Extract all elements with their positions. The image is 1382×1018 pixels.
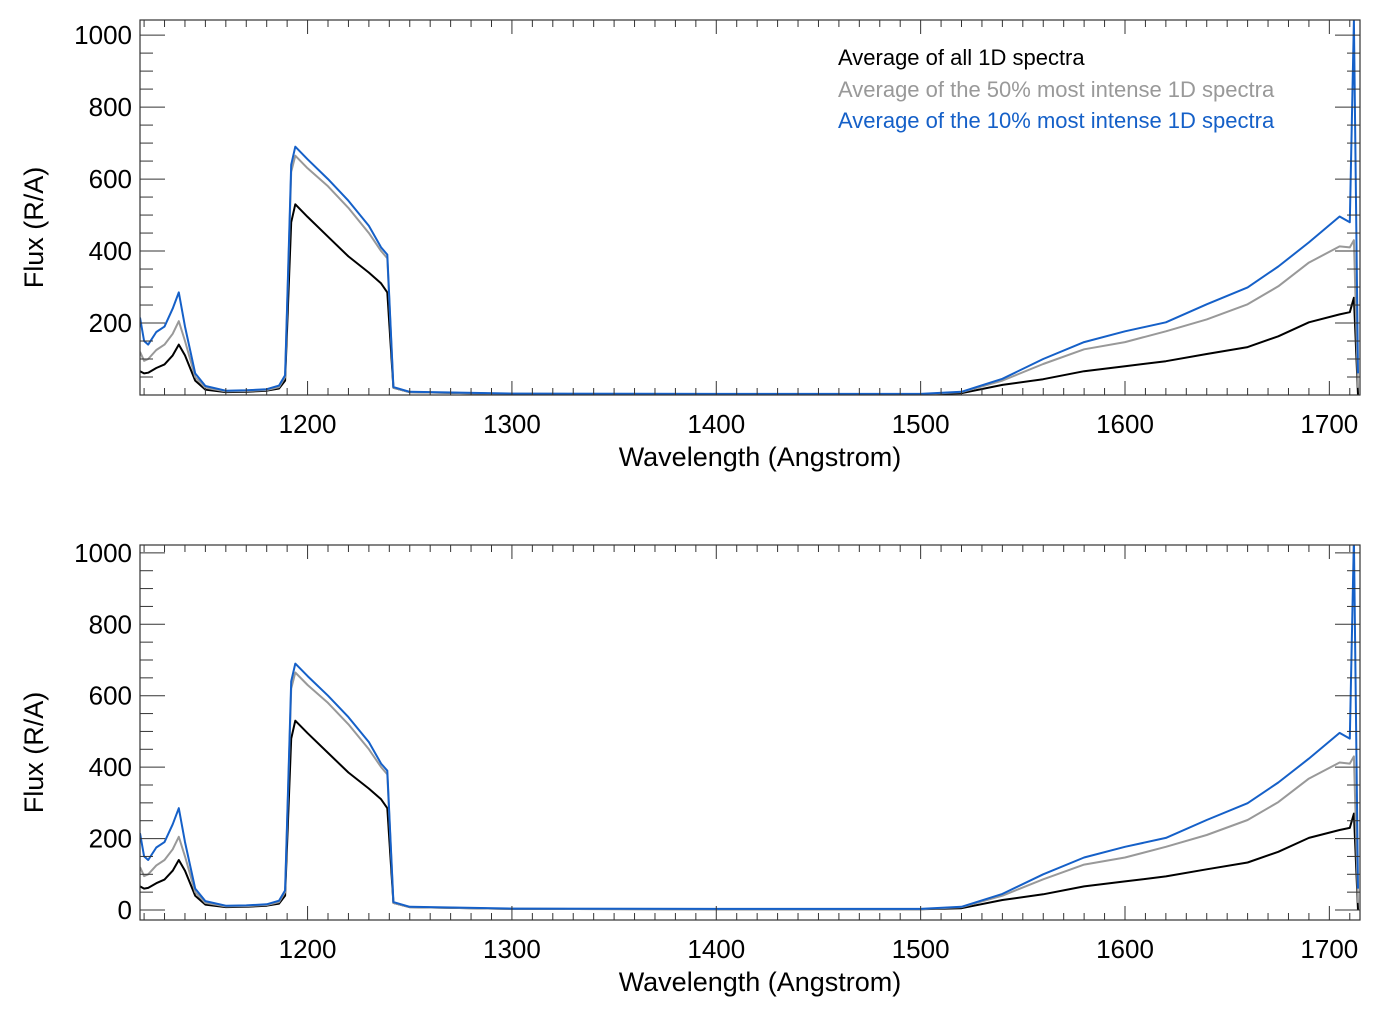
y-tick-label: 800 [89,92,132,122]
x-tick-label: 1300 [483,409,541,439]
legend: Average of all 1D spectra Average of the… [838,45,1275,133]
x-axis-label: Wavelength (Angstrom) [619,967,902,997]
legend-entry-10pct: Average of the 10% most intense 1D spect… [838,108,1275,133]
x-tick-label: 1400 [687,409,745,439]
x-tick-label: 1700 [1300,409,1358,439]
y-axis-label: Flux (R/A) [19,167,49,289]
y-tick-label: 400 [89,236,132,266]
y-tick-label: 200 [89,308,132,338]
series-line-p10 [140,545,1359,910]
plot-frame [139,544,1361,921]
y-tick-label: 0 [118,895,132,925]
series-line-p50 [140,671,1359,911]
series-line-p10 [140,20,1359,395]
x-tick-label: 1600 [1096,409,1154,439]
y-tick-label: 600 [89,164,132,194]
y-tick-label: 1000 [74,538,132,568]
x-axis-label: Wavelength (Angstrom) [619,442,902,472]
top-panel: 1200 1300 1400 1500 1600 1700 200 400 600 800 1000… [19,19,1361,472]
plot-frame [139,19,1361,396]
x-tick-label: 1200 [279,934,337,964]
series-line-all [140,203,1359,395]
x-tick-label: 1400 [687,934,745,964]
bottom-panel: 1200 1300 1400 1500 1600 1700 0 200 400 600 800 100… [19,538,1361,997]
x-tick-label: 1600 [1096,934,1154,964]
y-tick-label: 400 [89,752,132,782]
y-tick-label: 800 [89,609,132,639]
legend-entry-all: Average of all 1D spectra [838,45,1085,70]
x-tick-label: 1500 [892,934,950,964]
x-tick-label: 1700 [1300,934,1358,964]
y-tick-label: 600 [89,681,132,711]
legend-entry-50pct: Average of the 50% most intense 1D spect… [838,77,1275,102]
y-tick-label: 1000 [74,20,132,50]
x-tick-label: 1500 [892,409,950,439]
y-tick-label: 200 [89,824,132,854]
y-axis-label: Flux (R/A) [19,692,49,814]
series-line-all [140,719,1359,911]
series-line-p50 [140,154,1359,395]
x-tick-label: 1200 [279,409,337,439]
x-tick-label: 1300 [483,934,541,964]
